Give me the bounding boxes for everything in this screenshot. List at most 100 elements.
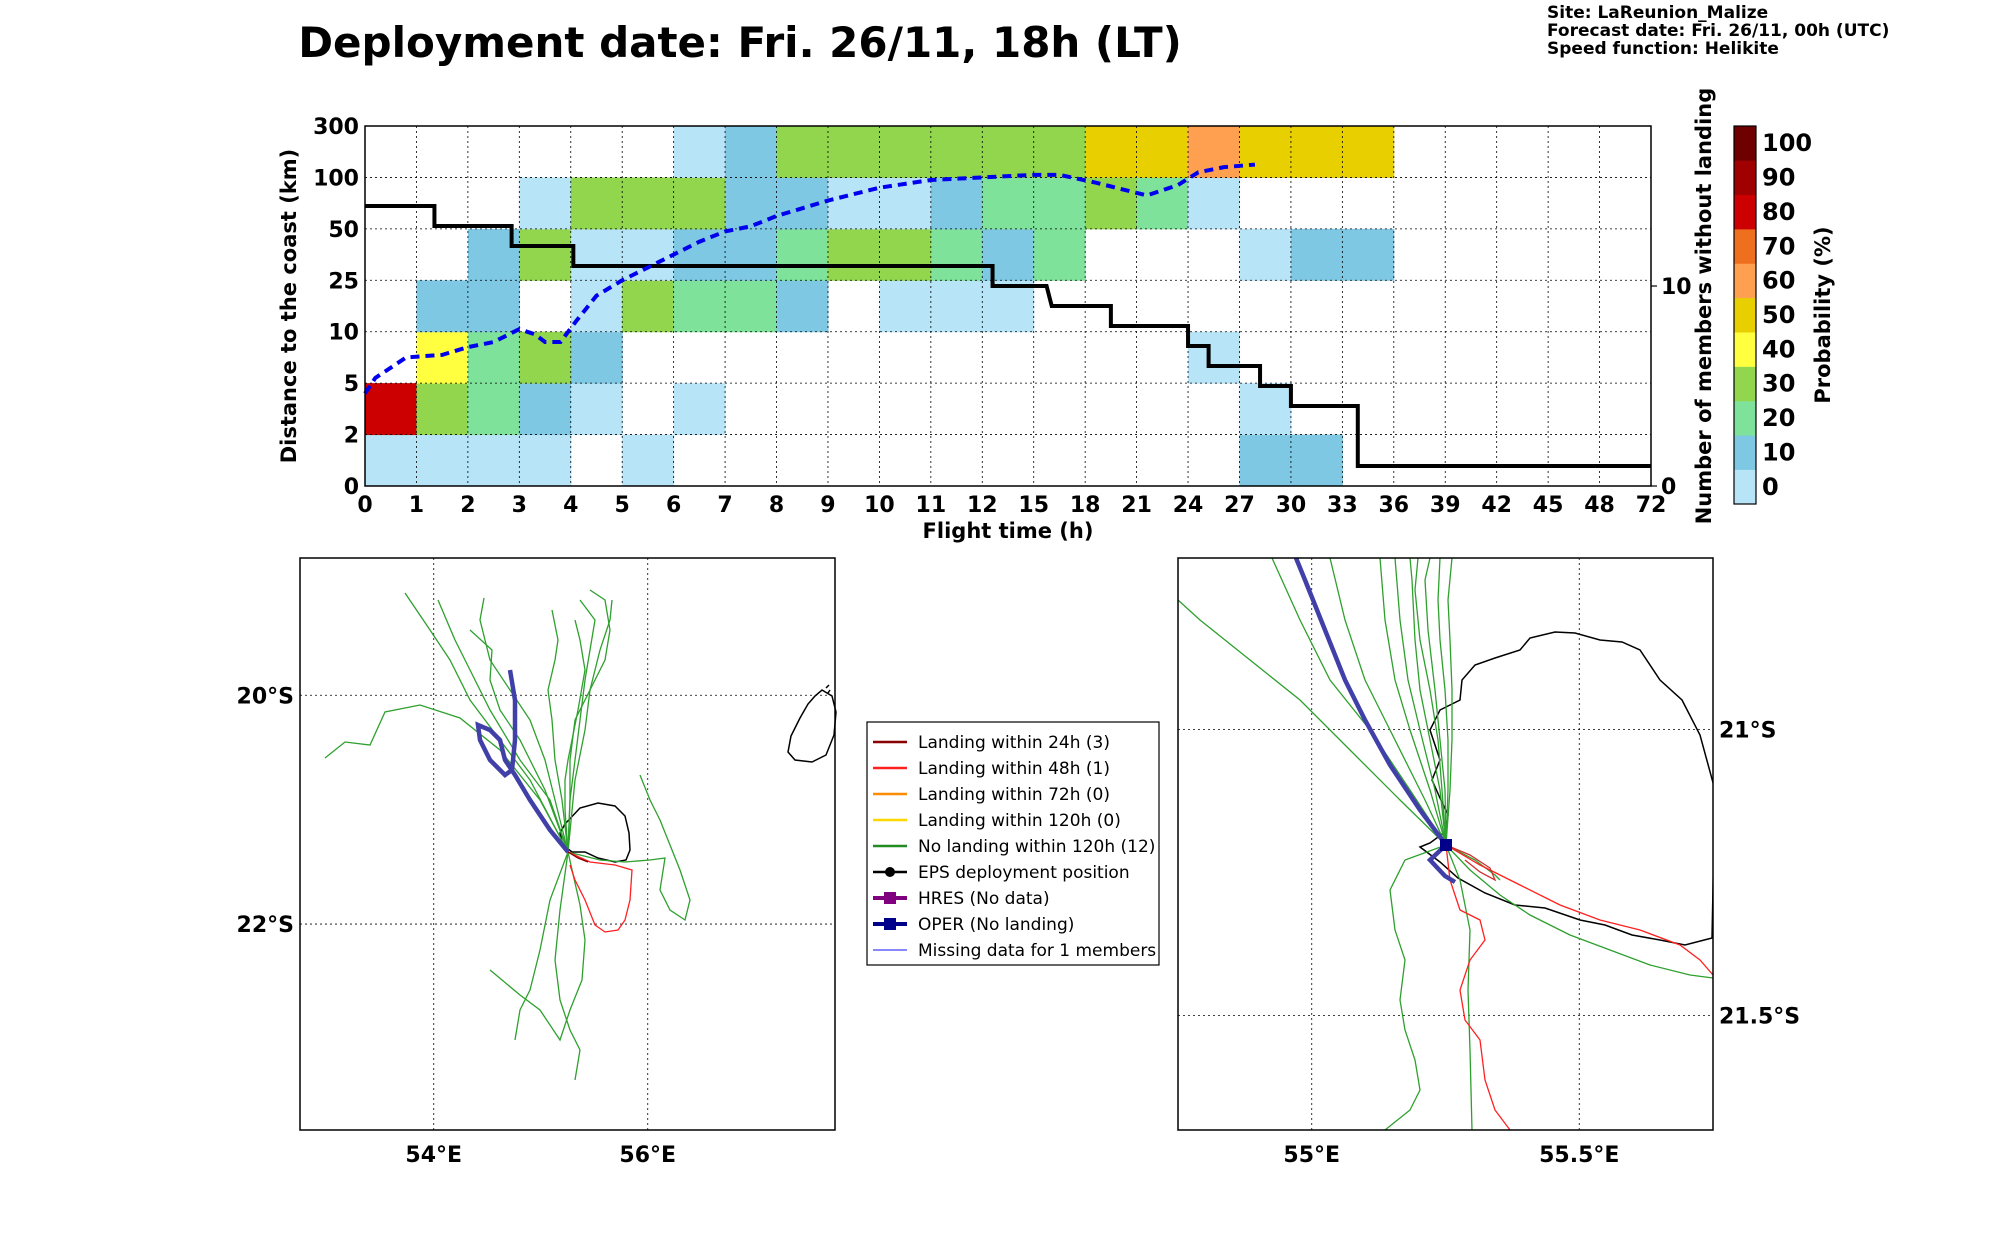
heatmap-cell bbox=[982, 280, 1035, 333]
y-tick-label: 5 bbox=[344, 372, 359, 397]
legend-label: Missing data for 1 members bbox=[918, 941, 1156, 961]
right-axis-label: Number of members without landing bbox=[1692, 88, 1716, 525]
map-longitude-label: 54°E bbox=[405, 1143, 462, 1168]
trajectory-landing-48h bbox=[1445, 844, 1713, 976]
map-longitude-label: 56°E bbox=[619, 1143, 676, 1168]
heatmap-cells bbox=[365, 126, 1395, 487]
x-tick-label: 15 bbox=[1018, 493, 1049, 518]
heatmap-cell bbox=[930, 228, 983, 281]
x-tick-label: 30 bbox=[1276, 493, 1307, 518]
heatmap-cell bbox=[1239, 228, 1292, 281]
colorbar-tick-label: 50 bbox=[1762, 301, 1795, 329]
colorbar-block bbox=[1734, 435, 1756, 470]
trajectory-no-landing bbox=[479, 597, 569, 853]
info-speed: Speed function: Helikite bbox=[1547, 39, 1779, 59]
heatmap-cell bbox=[467, 434, 520, 487]
x-tick-label: 11 bbox=[916, 493, 947, 518]
colorbar-tick-label: 60 bbox=[1762, 267, 1795, 295]
colorbar: 0 10 20 30 40 50 60 70 80 90 100 Probability (%) bbox=[1733, 125, 1835, 505]
colorbar-tick-label: 30 bbox=[1762, 370, 1795, 398]
x-tick-label: 2 bbox=[460, 493, 475, 518]
map-longitude-label: 55°E bbox=[1283, 1143, 1340, 1168]
map-latitude-label: 22°S bbox=[237, 913, 294, 938]
x-tick-label: 7 bbox=[717, 493, 732, 518]
trajectory-landing-48h bbox=[1445, 844, 1511, 1130]
heatmap-cell bbox=[1290, 228, 1343, 281]
trajectory-no-landing bbox=[1178, 599, 1447, 846]
colorbar-block bbox=[1734, 126, 1756, 161]
x-tick-label: 10 bbox=[864, 493, 895, 518]
map-latitude-label: 20°S bbox=[237, 684, 294, 709]
x-tick-labels: 0 1 2 3 4 5 6 7 8 9 10 11 12 15 18 21 24 27 30 33 36 39 42 45 48… bbox=[357, 493, 1666, 518]
heatmap-cell bbox=[1290, 434, 1343, 487]
trajectory-no-landing bbox=[1384, 844, 1447, 1130]
heatmap-cell bbox=[725, 280, 778, 333]
legend: Landing within 24h (3) Landing within 48h… bbox=[866, 721, 1160, 966]
colorbar-blocks bbox=[1734, 126, 1756, 505]
heatmap-cell bbox=[673, 383, 726, 436]
right-tick-labels: 0 10 bbox=[1651, 275, 1692, 500]
x-tick-label: 0 bbox=[357, 493, 372, 518]
y-tick-label: 0 bbox=[344, 475, 359, 500]
heatmap-cell bbox=[930, 126, 983, 178]
y-axis-label: Distance to the coast (km) bbox=[277, 149, 301, 464]
heatmap-cell bbox=[982, 126, 1035, 178]
trajectory-oper bbox=[1293, 558, 1457, 884]
x-tick-label: 18 bbox=[1070, 493, 1101, 518]
trajectory-landing-24h bbox=[567, 851, 589, 863]
legend-label: No landing within 120h (12) bbox=[918, 837, 1155, 857]
heatmap-cell bbox=[570, 177, 623, 230]
info-site: Site: LaReunion_Malize bbox=[1547, 3, 1768, 23]
y-tick-label: 10 bbox=[328, 321, 359, 346]
heatmap-cell bbox=[1342, 228, 1395, 281]
map-overview-coastlines bbox=[559, 684, 837, 863]
heatmap-cell bbox=[1342, 126, 1395, 178]
heatmap-frame bbox=[364, 125, 1652, 487]
colorbar-tick-labels: 0 10 20 30 40 50 60 70 80 90 100 bbox=[1762, 129, 1812, 501]
colorbar-tick-label: 40 bbox=[1762, 335, 1795, 363]
heatmap-cell bbox=[519, 177, 572, 230]
heatmap-cell bbox=[467, 331, 520, 384]
trajectory-no-landing bbox=[469, 629, 569, 853]
heatmap-cell bbox=[467, 383, 520, 436]
legend-marker bbox=[885, 867, 895, 877]
heatmap-cell bbox=[365, 434, 417, 487]
legend-item: EPS deployment position bbox=[873, 863, 1130, 883]
colorbar-tick-label: 0 bbox=[1762, 473, 1779, 501]
legend-items: Landing within 24h (3) Landing within 48h… bbox=[873, 733, 1156, 961]
map-latitude-label: 21.5°S bbox=[1719, 1005, 1800, 1030]
heatmap-cell bbox=[1188, 331, 1240, 384]
legend-label: Landing within 48h (1) bbox=[918, 759, 1110, 779]
heatmap-cell bbox=[827, 126, 880, 178]
colorbar-block bbox=[1734, 469, 1756, 505]
heatmap-cell bbox=[879, 126, 932, 178]
trajectory-no-landing bbox=[437, 599, 569, 853]
heatmap-cell bbox=[416, 280, 469, 333]
heatmap-cell bbox=[673, 280, 726, 333]
x-tick-label: 3 bbox=[512, 493, 527, 518]
y-tick-label: 100 bbox=[313, 166, 359, 191]
x-tick-label: 72 bbox=[1636, 493, 1667, 518]
heatmap-cell bbox=[416, 331, 469, 384]
heatmap-cell bbox=[467, 280, 520, 333]
heatmap-cell bbox=[1033, 177, 1086, 230]
trajectory-landing-24h bbox=[1445, 844, 1497, 882]
heatmap-cell bbox=[982, 228, 1035, 281]
x-tick-label: 48 bbox=[1584, 493, 1615, 518]
y-tick-label: 50 bbox=[328, 218, 359, 243]
trajectory-no-landing bbox=[567, 599, 613, 853]
colorbar-tick-label: 20 bbox=[1762, 404, 1795, 432]
map-zoom-frame bbox=[1177, 557, 1714, 1131]
heatmap-cell bbox=[1188, 126, 1240, 178]
legend-item: Landing within 120h (0) bbox=[873, 811, 1121, 831]
colorbar-frame bbox=[1733, 125, 1757, 505]
trajectory-no-landing bbox=[567, 599, 596, 853]
map-overview-labels: 54°E 56°E 20°S 22°S bbox=[237, 684, 677, 1168]
trajectory-no-landing bbox=[514, 851, 569, 1041]
x-tick-label: 21 bbox=[1121, 493, 1152, 518]
legend-box bbox=[866, 721, 1160, 966]
x-tick-label: 1 bbox=[409, 493, 424, 518]
map-latitude-label: 21°S bbox=[1719, 719, 1776, 744]
map-zoom-content bbox=[1178, 558, 1713, 1130]
